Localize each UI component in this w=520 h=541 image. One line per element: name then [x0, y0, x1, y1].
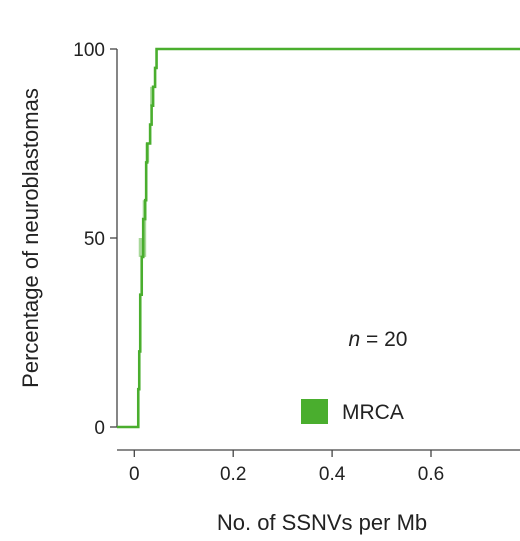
x-tick-label: 0	[129, 464, 140, 485]
x-axis-title: No. of SSNVs per Mb	[217, 510, 427, 535]
legend-label: MRCA	[342, 401, 404, 424]
band-segment	[138, 238, 143, 257]
y-tick-label: 100	[73, 40, 105, 61]
x-tick-label: 0.4	[319, 464, 346, 485]
y-tick-label: 50	[84, 229, 105, 250]
series-line-mrca	[117, 47, 520, 429]
x-tick-label: 0.6	[418, 464, 444, 485]
annotation-rest: = 20	[360, 328, 407, 351]
y-axis-title: Percentage of neuroblastomas	[18, 88, 43, 388]
y-tick-label: 0	[94, 418, 105, 439]
labels-layer: 0 50 100 0 0.2 0.4 0.6	[73, 40, 444, 485]
legend-swatch	[301, 399, 328, 424]
x-tick-label: 0.2	[220, 464, 246, 485]
sample-size-annotation: n = 20	[349, 328, 408, 351]
legend: MRCA	[301, 399, 404, 424]
series-layer	[117, 47, 520, 429]
annotation-n: n	[349, 328, 361, 351]
axes	[110, 48, 520, 457]
